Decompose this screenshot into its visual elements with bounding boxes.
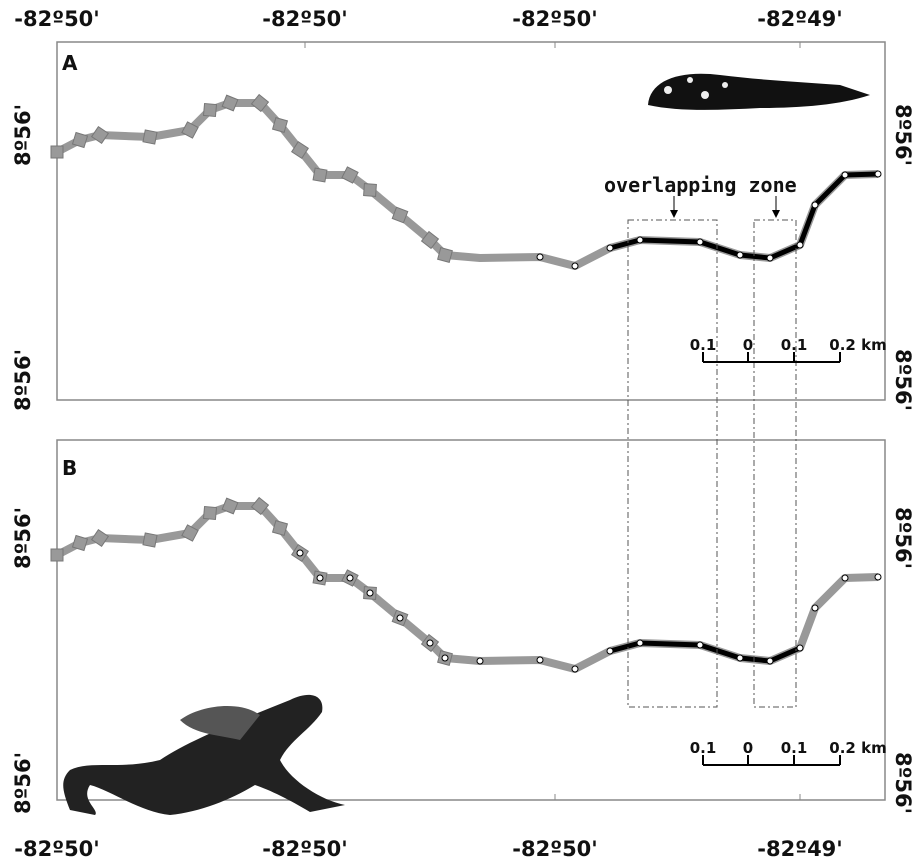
record: [696, 641, 704, 649]
site-square: [202, 505, 218, 521]
record: [366, 589, 374, 597]
record: [796, 241, 804, 249]
record: [636, 639, 644, 647]
scale-label: 0.1: [690, 336, 717, 354]
bottom-axis-label: -82º50': [14, 837, 99, 861]
annotation: overlapping zone: [604, 173, 797, 197]
top-axis-label: -82º50': [14, 7, 99, 31]
bottom-axis-label: -82º49': [757, 837, 842, 861]
right-axis-label: 8º56': [891, 349, 914, 411]
stream-occupied: [609, 640, 801, 664]
scale-label: 0.1: [781, 336, 808, 354]
record: [766, 657, 774, 665]
record: [296, 549, 304, 557]
top-axis-label: -82º49': [757, 7, 842, 31]
site-square: [291, 141, 309, 159]
overlap-box: [627, 219, 718, 708]
record: [736, 251, 744, 259]
bottom-axis-label: -82º50': [262, 837, 347, 861]
panel-label: B: [62, 456, 77, 480]
record: [636, 236, 644, 244]
left-axis-label: 8º56': [11, 104, 35, 166]
site-square: [71, 131, 89, 149]
panel-b-frame: [56, 439, 886, 801]
right-axis-label: 8º56': [891, 104, 914, 166]
bottom-axis-label: -82º50': [512, 837, 597, 861]
site-square: [50, 145, 64, 159]
left-axis-label: 8º56': [11, 507, 35, 569]
left-axis-label: 8º56': [11, 752, 35, 814]
record: [536, 656, 544, 664]
record: [874, 573, 882, 581]
arrow-head: [772, 210, 780, 218]
record: [316, 574, 324, 582]
site-square: [142, 532, 158, 548]
site-square: [312, 167, 328, 183]
overlap-box: [753, 219, 797, 708]
site-square: [341, 166, 359, 184]
record: [811, 604, 819, 612]
scale-label: 0.2 km: [829, 739, 886, 757]
site-square: [50, 548, 64, 562]
site-square: [391, 206, 409, 224]
tadpole-image: [648, 73, 870, 110]
record: [476, 657, 484, 665]
site-square: [221, 94, 239, 112]
left-axis-label: 8º56': [11, 349, 35, 411]
frog-image: [63, 694, 345, 815]
layer: [50, 42, 882, 800]
arrow-head: [670, 210, 678, 218]
scale-label: 0: [743, 739, 753, 757]
site-square: [271, 116, 289, 134]
record: [841, 171, 849, 179]
site-square: [142, 129, 158, 145]
scale-label: 0: [743, 336, 753, 354]
record: [571, 262, 579, 270]
site-square: [71, 534, 89, 552]
record: [606, 647, 614, 655]
scale-label: 0.1: [690, 739, 717, 757]
record: [811, 201, 819, 209]
record: [696, 238, 704, 246]
site-square: [250, 496, 270, 516]
site-square: [271, 519, 289, 537]
record: [536, 253, 544, 261]
record: [841, 574, 849, 582]
site-square: [420, 230, 440, 250]
record: [796, 644, 804, 652]
scale-label: 0.2 km: [829, 336, 886, 354]
record: [571, 665, 579, 673]
record: [346, 574, 354, 582]
scale-label: 0.1: [781, 739, 808, 757]
top-axis-label: -82º50': [262, 7, 347, 31]
record: [874, 170, 882, 178]
site-square: [181, 524, 199, 542]
site-square: [202, 102, 218, 118]
top-axis-label: -82º50': [512, 7, 597, 31]
right-axis-label: 8º56': [891, 507, 914, 569]
panel-label: A: [62, 51, 78, 75]
site-square: [181, 121, 199, 139]
record: [426, 639, 434, 647]
site-square: [221, 497, 239, 515]
panel-a-frame: [56, 41, 886, 401]
record: [441, 654, 449, 662]
record: [396, 614, 404, 622]
right-axis-label: 8º56': [891, 752, 914, 814]
site-square: [90, 125, 110, 145]
site-square: [363, 183, 377, 197]
site-square: [90, 528, 110, 548]
record: [736, 654, 744, 662]
record: [606, 244, 614, 252]
site-square: [250, 93, 270, 113]
record: [766, 254, 774, 262]
site-square: [437, 247, 453, 263]
